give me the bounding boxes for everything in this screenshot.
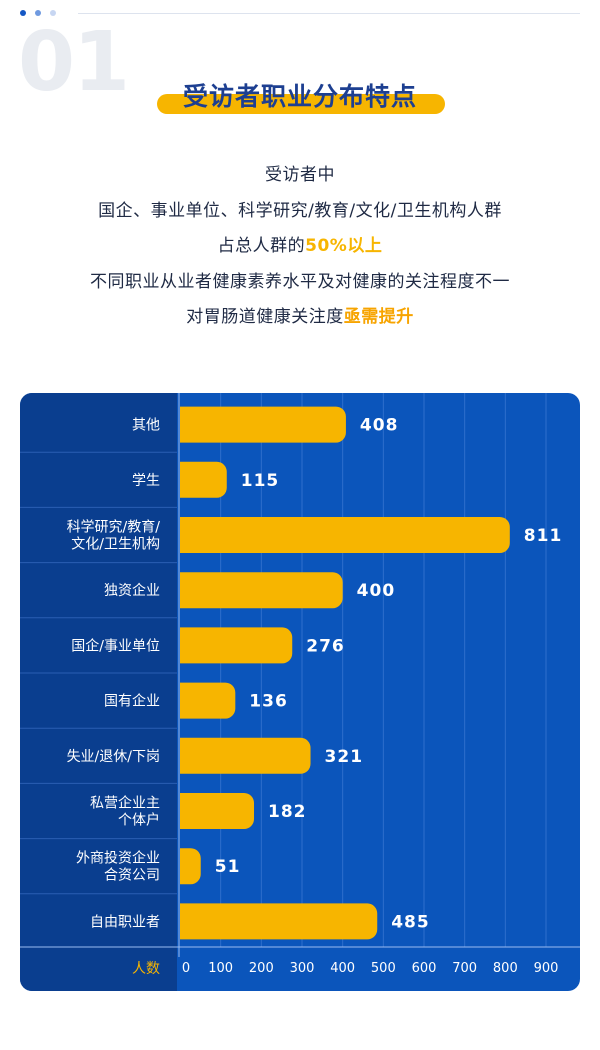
- x-tick-label: 100: [208, 961, 233, 976]
- x-tick-label: 800: [493, 961, 518, 976]
- bar-value-label: 136: [249, 692, 288, 712]
- category-label: 国有企业: [104, 693, 160, 710]
- category-label: 独资企业: [104, 582, 160, 599]
- category-label: 科学研究/教育/: [67, 520, 161, 536]
- intro-line-3: 占总人群的50%以上: [0, 229, 600, 265]
- category-label: 私营企业主: [90, 795, 160, 812]
- section-number: 01: [18, 15, 130, 110]
- intro-line-5-text: 对胃肠道健康关注度: [186, 307, 344, 327]
- category-label: 其他: [132, 418, 160, 434]
- top-divider: [78, 13, 580, 14]
- bar: [180, 682, 236, 719]
- bar: [180, 517, 510, 553]
- intro-highlight-percent: 50%以上: [305, 236, 383, 256]
- bar-value-label: 276: [306, 636, 345, 656]
- bar-value-label: 115: [241, 471, 280, 491]
- bar-value-label: 485: [391, 912, 430, 932]
- category-label: 外商投资企业: [76, 850, 160, 867]
- intro-line-3-text: 占总人群的: [217, 236, 306, 256]
- x-tick-label: 700: [452, 961, 477, 976]
- x-tick-label: 900: [534, 961, 559, 976]
- intro-text: 受访者中 国企、事业单位、科学研究/教育/文化/卫生机构人群 占总人群的50%以…: [0, 158, 600, 336]
- bar: [180, 572, 343, 609]
- chart-svg: 408 其他 115 学生 811 科学研究/教育/文化/卫生机构 400 独资企业 276 国企…: [20, 393, 580, 977]
- x-tick-label: 200: [249, 961, 274, 976]
- intro-line-1: 受访者中: [265, 165, 335, 185]
- x-axis-title: 人数: [132, 961, 160, 977]
- x-tick-label: 500: [371, 961, 396, 976]
- category-label: 文化/卫生机构: [71, 537, 160, 553]
- category-label-column: [20, 393, 177, 991]
- bar: [180, 903, 378, 940]
- category-label: 自由职业者: [90, 914, 160, 930]
- bar: [180, 406, 346, 443]
- intro-line-5: 对胃肠道健康关注度亟需提升: [0, 300, 600, 336]
- category-label: 个体户: [118, 812, 160, 829]
- x-tick-label: 0: [182, 961, 190, 976]
- category-label: 失业/退休/下岗: [67, 749, 160, 765]
- bar-value-label: 321: [325, 747, 364, 767]
- intro-line-4: 不同职业从业者健康素养水平及对健康的关注程度不一: [90, 271, 510, 292]
- intro-highlight-urgent: 亟需提升: [343, 307, 414, 327]
- dot-2: [35, 10, 41, 16]
- category-label: 国企/事业单位: [71, 637, 160, 654]
- x-tick-label: 600: [412, 961, 437, 976]
- section-title-block: 受访者职业分布特点: [155, 72, 445, 118]
- bar: [180, 793, 255, 829]
- title-highlight-bar: [157, 94, 445, 114]
- dot-3: [50, 10, 56, 16]
- decorative-dots: [20, 10, 56, 16]
- category-label: 合资公司: [104, 868, 160, 884]
- category-label: 学生: [132, 473, 160, 489]
- occupation-bar-chart: 408 其他 115 学生 811 科学研究/教育/文化/卫生机构 400 独资企业 276 国企…: [20, 393, 580, 991]
- intro-line-2: 国企、事业单位、科学研究/教育/文化/卫生机构人群: [98, 200, 502, 221]
- bar: [180, 737, 311, 774]
- section-title: 受访者职业分布特点: [182, 82, 417, 111]
- x-tick-label: 400: [330, 961, 355, 976]
- bar: [180, 848, 201, 885]
- bar: [180, 461, 227, 498]
- bar-value-label: 408: [360, 416, 399, 436]
- bar-value-label: 51: [215, 857, 241, 877]
- bar-value-label: 182: [268, 802, 307, 822]
- bar-value-label: 811: [524, 526, 563, 546]
- bar: [180, 627, 293, 664]
- x-tick-label: 300: [290, 961, 315, 976]
- bar-value-label: 400: [357, 581, 396, 601]
- dot-1: [20, 10, 26, 16]
